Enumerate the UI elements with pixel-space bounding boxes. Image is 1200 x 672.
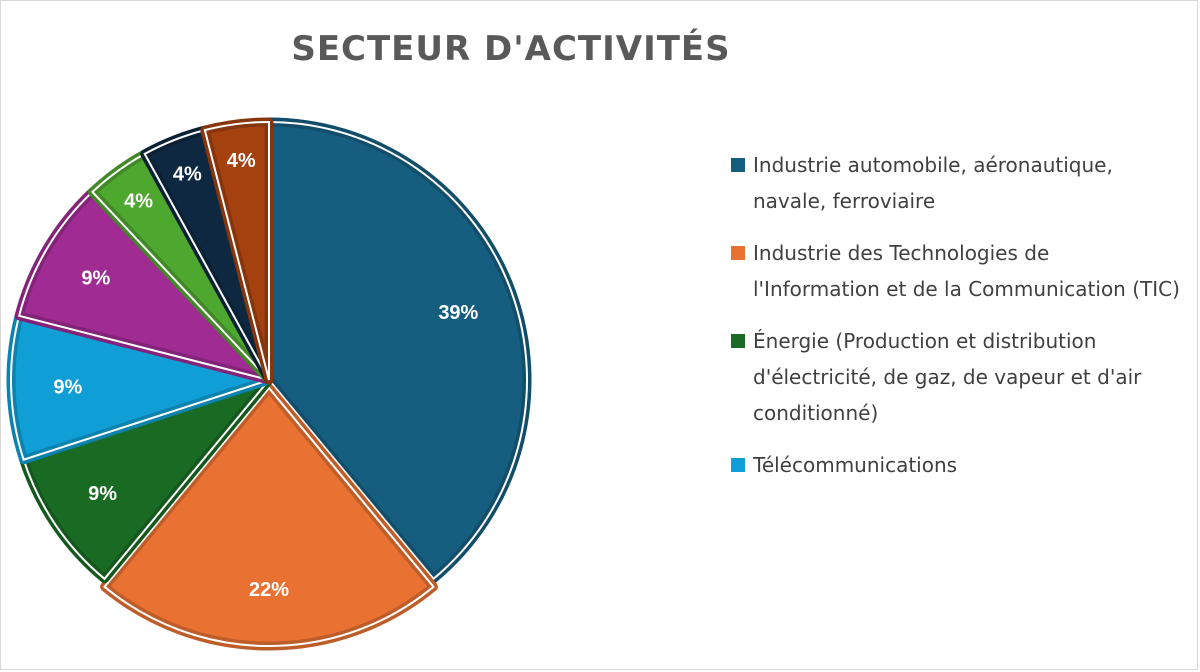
slice-data-label-7: 4% <box>173 164 202 186</box>
slice-data-label-4: 9% <box>53 376 82 398</box>
legend-item-3: Énergie (Production et distribution d'él… <box>731 323 1181 431</box>
legend-swatch-1 <box>731 158 745 172</box>
pie-slice-outline-8 <box>203 120 270 381</box>
legend-swatch-3 <box>731 334 745 348</box>
legend: Industrie automobile, aéronautique, nava… <box>731 147 1181 499</box>
legend-item-2: Industrie des Technologies de l'Informat… <box>731 235 1181 307</box>
legend-label-3: Énergie (Production et distribution d'él… <box>753 329 1142 425</box>
legend-label-1: Industrie automobile, aéronautique, nava… <box>753 153 1113 213</box>
slice-data-label-2: 22% <box>249 579 289 601</box>
pie-slice-outline-2 <box>103 386 435 647</box>
legend-swatch-2 <box>731 246 745 260</box>
slice-data-label-3: 9% <box>88 483 117 505</box>
legend-item-4: Télécommunications <box>731 447 1181 483</box>
pie-slice-outline-3 <box>22 377 272 581</box>
legend-label-4: Télécommunications <box>753 453 958 477</box>
pie-slice-outline-5 <box>17 190 273 382</box>
legend-label-2: Industrie des Technologies de l'Informat… <box>753 241 1180 301</box>
pie-slice-outline-4 <box>10 314 273 461</box>
slice-data-label-6: 4% <box>124 190 153 212</box>
slice-data-label-8: 4% <box>227 150 256 172</box>
pie-slice-outline-1 <box>268 120 528 581</box>
chart-title: SECTEUR D'ACTIVITÉS <box>291 29 731 69</box>
slice-data-label-5: 9% <box>81 268 110 290</box>
legend-item-1: Industrie automobile, aéronautique, nava… <box>731 147 1181 219</box>
legend-swatch-4 <box>731 458 745 472</box>
slice-data-label-1: 39% <box>438 302 478 324</box>
